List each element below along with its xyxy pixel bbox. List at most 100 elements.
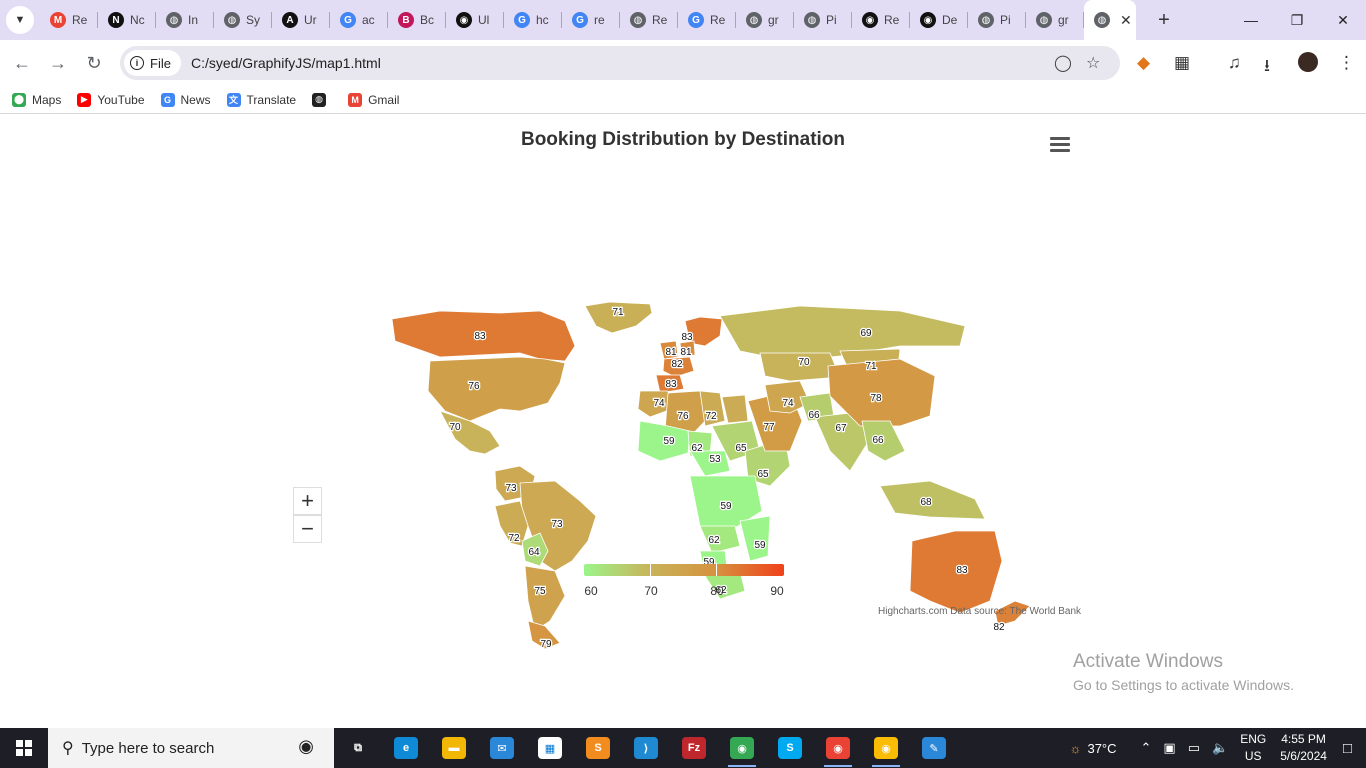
map-region[interactable] [739, 515, 771, 562]
close-tab-icon[interactable]: ✕ [1120, 11, 1132, 28]
browser-tab[interactable]: ◍ Sy [214, 0, 272, 40]
map-region[interactable] [909, 530, 1003, 614]
url-text[interactable]: C:/syed/GraphifyJS/map1.html [190, 55, 381, 71]
map-region[interactable] [637, 420, 691, 462]
browser-tab[interactable]: ◉ Ul [446, 0, 504, 40]
map-region[interactable] [827, 358, 936, 427]
zoom-out-button[interactable]: − [293, 515, 322, 543]
taskbar-app[interactable]: S [766, 728, 814, 768]
map-region[interactable] [584, 301, 653, 334]
taskbar-app[interactable]: ▦ [526, 728, 574, 768]
map-region[interactable] [655, 374, 685, 394]
map-region[interactable] [494, 500, 529, 547]
map-region[interactable] [861, 420, 906, 462]
language-indicator[interactable]: ENG US [1240, 731, 1266, 765]
map-region[interactable] [699, 390, 726, 427]
meet-icon[interactable]: ▣ [1163, 740, 1176, 755]
clock[interactable]: 4:55 PM 5/6/2024 [1280, 731, 1327, 765]
map-region[interactable] [689, 450, 731, 477]
browser-tab[interactable]: ◍ Re [620, 0, 678, 40]
taskbar-app[interactable]: ⧉ [334, 728, 382, 768]
reload-button[interactable]: ↻ [86, 52, 102, 73]
tab-search-button[interactable]: ▼ [6, 6, 34, 34]
chevron-up-icon[interactable]: ⌃ [1140, 740, 1152, 755]
taskbar-app[interactable]: ◉ [718, 728, 766, 768]
browser-tab[interactable]: ◍ gr [1026, 0, 1084, 40]
map-region[interactable] [699, 525, 741, 554]
browser-tab[interactable]: ◍ Pi [794, 0, 852, 40]
taskbar-app[interactable]: Fz [670, 728, 718, 768]
bookmark-item[interactable]: M Gmail [348, 92, 399, 107]
close-window-button[interactable]: ✕ [1337, 11, 1349, 28]
restore-button[interactable]: ❐ [1290, 11, 1304, 28]
zoom-in-button[interactable]: + [293, 487, 322, 515]
taskbar-app[interactable]: ◉ [814, 728, 862, 768]
weather-icon[interactable]: ☼ [1069, 740, 1082, 756]
map-region[interactable] [637, 390, 673, 418]
map-region[interactable] [994, 600, 1031, 627]
map-region[interactable] [659, 340, 679, 360]
metamask-icon[interactable]: ◆ [1137, 53, 1151, 72]
chart-context-menu-icon[interactable] [1050, 137, 1070, 153]
browser-tab[interactable]: ◍ Pi [968, 0, 1026, 40]
browser-tab[interactable]: ◉ Re [852, 0, 910, 40]
browser-tab[interactable]: B Bc [388, 0, 446, 40]
map-region[interactable] [759, 352, 841, 382]
start-button[interactable] [0, 728, 48, 768]
browser-tab[interactable]: A Ur [272, 0, 330, 40]
site-info-button[interactable]: i File [124, 50, 181, 76]
taskbar-app[interactable]: e [382, 728, 430, 768]
bookmark-item[interactable]: ⬤ Maps [12, 92, 61, 107]
taskbar-app[interactable]: ▬ [430, 728, 478, 768]
taskbar-app[interactable]: ✎ [910, 728, 958, 768]
map-region[interactable] [721, 394, 749, 424]
browser-tab[interactable]: N Nc [98, 0, 156, 40]
bookmark-star-icon[interactable]: ☆ [1086, 55, 1101, 72]
browser-tab-active[interactable]: ◍ ✕ [1084, 0, 1136, 40]
browser-tab[interactable]: ◉ De [910, 0, 968, 40]
map-region[interactable] [391, 310, 576, 362]
browser-tab[interactable]: M Re [40, 0, 98, 40]
bookmark-item[interactable]: ▶ YouTube [77, 92, 145, 107]
map-region[interactable] [427, 356, 566, 422]
map-region[interactable] [662, 356, 695, 378]
extensions-icon[interactable]: ▦ [1174, 53, 1191, 72]
weather-temp[interactable]: 37°C [1087, 740, 1117, 756]
map-region[interactable] [879, 480, 986, 520]
bookmark-item[interactable]: G News [160, 92, 211, 107]
map-region[interactable] [524, 565, 566, 632]
back-button[interactable]: ← [13, 52, 31, 73]
more-menu-icon[interactable]: ⋮ [1338, 53, 1355, 72]
map-region[interactable] [664, 390, 706, 440]
download-icon[interactable]: ⭳ [1264, 56, 1270, 75]
minimize-button[interactable]: — [1244, 12, 1258, 28]
media-control-icon[interactable]: ♫ [1228, 53, 1241, 72]
taskbar-search-box[interactable]: ⚲ Type here to search ◉ [48, 728, 334, 768]
new-tab-button[interactable]: + [1158, 8, 1170, 31]
taskbar-app[interactable]: ◉ [862, 728, 910, 768]
notification-icon[interactable]: □ [1342, 739, 1352, 757]
bookmark-item[interactable]: ◍ [312, 92, 332, 107]
map-region[interactable] [679, 340, 696, 358]
address-bar[interactable]: i File C:/syed/GraphifyJS/map1.html ◯ ☆ [120, 46, 1120, 80]
taskbar-app[interactable]: ⟩ [622, 728, 670, 768]
map-region[interactable] [521, 532, 549, 567]
taskbar-app[interactable]: S [574, 728, 622, 768]
browser-tab[interactable]: ◍ In [156, 0, 214, 40]
map-region[interactable] [527, 620, 561, 650]
eye-off-icon[interactable]: ◯ [1054, 55, 1072, 72]
browser-tab[interactable]: G Re [678, 0, 736, 40]
avatar[interactable] [1298, 52, 1318, 72]
forward-button[interactable]: → [49, 52, 67, 73]
map-region[interactable] [764, 380, 811, 414]
map-region[interactable] [439, 410, 501, 455]
taskbar-app[interactable]: ✉ [478, 728, 526, 768]
bookmark-item[interactable]: 文 Translate [226, 92, 296, 107]
browser-tab[interactable]: ◍ gr [736, 0, 794, 40]
network-icon[interactable]: ▭ [1187, 740, 1201, 755]
volume-muted-icon[interactable]: 🔈 [1212, 740, 1229, 755]
